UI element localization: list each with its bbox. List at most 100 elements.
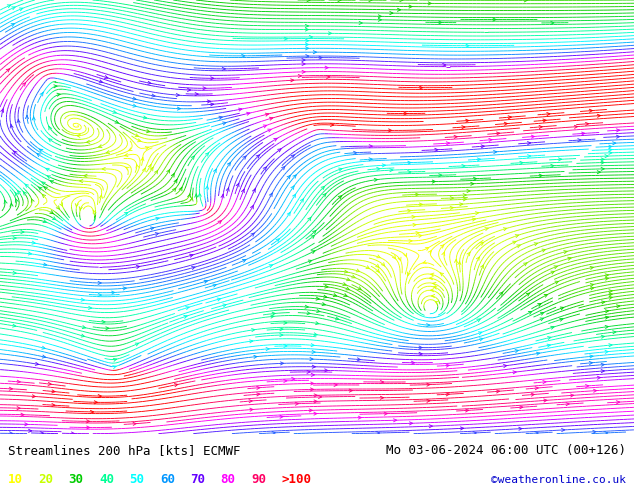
FancyArrowPatch shape [32,241,36,244]
FancyArrowPatch shape [415,193,418,196]
FancyArrowPatch shape [404,253,406,257]
FancyArrowPatch shape [243,156,246,159]
FancyArrowPatch shape [382,164,385,167]
Text: 10: 10 [8,473,23,487]
FancyArrowPatch shape [376,269,379,272]
FancyArrowPatch shape [446,364,450,367]
FancyArrowPatch shape [50,181,54,183]
FancyArrowPatch shape [195,194,198,197]
Text: 60: 60 [160,473,175,487]
FancyArrowPatch shape [107,150,110,153]
FancyArrowPatch shape [463,198,467,201]
FancyArrowPatch shape [481,145,484,148]
FancyArrowPatch shape [477,158,481,161]
FancyArrowPatch shape [89,306,92,309]
FancyArrowPatch shape [60,203,63,206]
FancyArrowPatch shape [135,134,138,137]
FancyArrowPatch shape [178,107,181,110]
FancyArrowPatch shape [135,343,139,346]
FancyArrowPatch shape [10,387,13,390]
Text: 70: 70 [190,473,205,487]
FancyArrowPatch shape [113,110,116,113]
FancyArrowPatch shape [188,88,191,92]
FancyArrowPatch shape [75,203,78,207]
FancyArrowPatch shape [136,165,139,168]
FancyArrowPatch shape [578,139,581,142]
FancyArrowPatch shape [418,234,422,238]
FancyArrowPatch shape [474,177,477,180]
FancyArrowPatch shape [257,393,260,396]
FancyArrowPatch shape [266,347,269,350]
FancyArrowPatch shape [349,389,353,392]
FancyArrowPatch shape [548,337,551,340]
FancyArrowPatch shape [441,245,444,248]
FancyArrowPatch shape [420,86,422,89]
Text: 80: 80 [221,473,236,487]
FancyArrowPatch shape [306,54,309,58]
FancyArrowPatch shape [13,324,16,327]
FancyArrowPatch shape [249,400,252,403]
FancyArrowPatch shape [338,0,341,1]
FancyArrowPatch shape [605,155,608,158]
FancyArrowPatch shape [311,373,314,376]
FancyArrowPatch shape [544,294,548,297]
FancyArrowPatch shape [146,130,150,133]
FancyArrowPatch shape [319,56,322,59]
FancyArrowPatch shape [597,171,600,174]
FancyArrowPatch shape [257,386,260,390]
Text: ©weatheronline.co.uk: ©weatheronline.co.uk [491,475,626,485]
FancyArrowPatch shape [539,125,542,128]
FancyArrowPatch shape [252,328,255,332]
FancyArrowPatch shape [133,97,136,100]
FancyArrowPatch shape [263,167,266,171]
FancyArrowPatch shape [531,393,534,396]
FancyArrowPatch shape [263,125,267,128]
FancyArrowPatch shape [328,32,332,35]
FancyArrowPatch shape [327,75,330,78]
FancyArrowPatch shape [112,291,115,294]
FancyArrowPatch shape [314,400,317,403]
FancyArrowPatch shape [408,272,410,275]
FancyArrowPatch shape [25,184,29,187]
FancyArrowPatch shape [590,284,593,287]
FancyArrowPatch shape [293,194,295,197]
FancyArrowPatch shape [81,298,84,301]
FancyArrowPatch shape [609,148,612,151]
FancyArrowPatch shape [574,125,578,128]
FancyArrowPatch shape [528,312,532,314]
FancyArrowPatch shape [462,165,465,168]
FancyArrowPatch shape [21,230,24,234]
Text: 20: 20 [38,473,53,487]
FancyArrowPatch shape [50,211,53,214]
FancyArrowPatch shape [394,419,397,422]
FancyArrowPatch shape [411,361,415,364]
FancyArrowPatch shape [40,93,43,96]
FancyArrowPatch shape [271,315,274,318]
FancyArrowPatch shape [605,350,608,353]
FancyArrowPatch shape [210,77,214,80]
FancyArrowPatch shape [305,305,308,308]
FancyArrowPatch shape [601,335,604,338]
FancyArrowPatch shape [15,193,18,196]
Text: 30: 30 [68,473,84,487]
FancyArrowPatch shape [179,187,182,191]
FancyArrowPatch shape [496,132,500,135]
FancyArrowPatch shape [87,426,89,429]
FancyArrowPatch shape [398,257,401,261]
FancyArrowPatch shape [419,346,422,349]
FancyArrowPatch shape [205,153,209,156]
FancyArrowPatch shape [191,156,195,159]
FancyArrowPatch shape [188,194,191,197]
FancyArrowPatch shape [462,125,465,129]
FancyArrowPatch shape [4,200,7,204]
FancyArrowPatch shape [280,328,283,331]
Text: 40: 40 [99,473,114,487]
FancyArrowPatch shape [432,294,435,297]
FancyArrowPatch shape [290,79,294,82]
Text: Mo 03-06-2024 06:00 UTC (00+126): Mo 03-06-2024 06:00 UTC (00+126) [386,444,626,457]
FancyArrowPatch shape [322,303,325,306]
FancyArrowPatch shape [48,382,51,386]
FancyArrowPatch shape [171,173,174,177]
FancyArrowPatch shape [433,282,436,285]
FancyArrowPatch shape [316,297,320,300]
